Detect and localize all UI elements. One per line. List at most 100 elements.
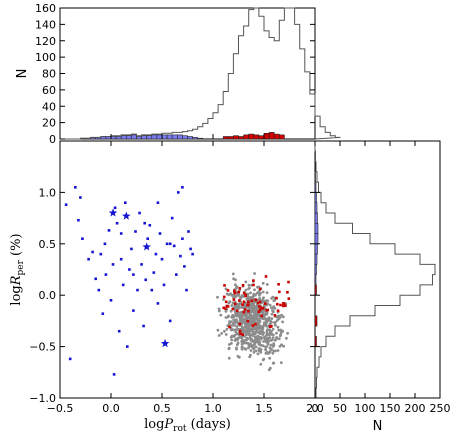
gray-point	[257, 290, 261, 293]
blue-point	[79, 196, 82, 199]
gray-point	[265, 312, 269, 316]
gray-point	[260, 330, 264, 334]
blue-hist-bar	[314, 181, 317, 193]
blue-point	[107, 229, 111, 232]
blue-point	[97, 288, 101, 292]
gray-point	[237, 305, 241, 309]
gray-point	[244, 314, 248, 318]
blue-hist-bar	[141, 135, 148, 140]
red-point	[238, 299, 241, 302]
x-tick-label: 1.5	[255, 402, 273, 415]
blue-point	[177, 191, 180, 194]
gray-point	[224, 333, 228, 336]
gray-point	[263, 312, 266, 316]
red-hist-bar	[233, 135, 239, 140]
right-x-tick-label: 200	[405, 402, 426, 415]
gray-point	[230, 320, 233, 324]
blue-point	[130, 247, 133, 251]
gray-point	[240, 340, 244, 343]
gray-point	[273, 323, 277, 327]
red-point	[246, 319, 250, 323]
star-point	[142, 242, 151, 251]
gray-point	[247, 283, 251, 287]
right-histogram-panel: 0 50 100 150 200 250 N	[312, 140, 451, 434]
gray-point	[277, 317, 281, 321]
gray-point	[271, 336, 275, 339]
red-point	[242, 300, 246, 304]
gray-point	[240, 294, 244, 298]
red-point	[287, 297, 291, 300]
gray-point	[265, 345, 268, 348]
blue-point	[143, 221, 146, 225]
gray-point	[236, 327, 240, 331]
red-point	[238, 322, 242, 326]
gray-point	[230, 338, 234, 342]
blue-point	[132, 309, 135, 312]
blue-hist-bar	[314, 222, 319, 234]
gray-point	[247, 312, 251, 315]
red-point	[238, 329, 242, 333]
red-point	[258, 300, 262, 304]
red-hist-bar	[278, 134, 285, 140]
red-point	[236, 309, 239, 313]
gray-point	[268, 328, 271, 332]
gray-point	[246, 337, 250, 341]
gray-point	[235, 325, 239, 328]
blue-hist-bar	[177, 134, 183, 140]
red-point	[258, 305, 261, 308]
red-point	[268, 325, 272, 328]
blue-point	[160, 257, 164, 261]
gray-point	[225, 327, 229, 331]
gray-point	[262, 340, 265, 343]
gray-point	[269, 332, 273, 336]
blue-hist-bar	[161, 134, 168, 140]
red-hist-bar	[273, 133, 280, 140]
right-x-tick-label: 0	[312, 402, 319, 415]
gray-point	[256, 334, 260, 338]
gray-point	[252, 351, 256, 354]
gray-point	[253, 272, 256, 275]
gray-point	[265, 350, 269, 354]
blue-point	[81, 237, 84, 240]
gray-point	[254, 349, 258, 353]
gray-point	[256, 298, 260, 302]
blue-hist-bar	[314, 264, 317, 275]
gray-point	[253, 320, 257, 324]
gray-point	[225, 292, 229, 296]
red-point	[287, 280, 290, 284]
blue-point	[187, 230, 190, 233]
right-x-tick-label: 150	[380, 402, 401, 415]
x-tick-label: 0.0	[102, 402, 120, 415]
blue-point	[68, 357, 72, 361]
main-plot-frame	[59, 140, 316, 399]
blue-point	[94, 277, 97, 281]
gray-point	[236, 292, 240, 296]
blue-point	[134, 230, 137, 233]
gray-point	[280, 343, 283, 347]
blue-hist-bar	[126, 135, 132, 140]
blue-point	[168, 319, 172, 323]
blue-point	[104, 273, 108, 276]
blue-hist-bar	[314, 202, 318, 214]
gray-point	[252, 294, 256, 298]
blue-point	[148, 224, 152, 227]
red-point	[244, 294, 247, 298]
red-point	[239, 332, 242, 336]
gray-point	[259, 348, 263, 351]
blue-point	[119, 257, 123, 261]
gray-point	[278, 314, 282, 318]
gray-point	[246, 295, 250, 298]
blue-point	[165, 242, 169, 246]
red-point	[278, 290, 281, 294]
gray-point	[276, 325, 280, 329]
blue-point	[119, 232, 123, 235]
blue-point	[170, 216, 174, 220]
right-hist-frame	[314, 140, 441, 399]
blue-hist-bar	[151, 134, 158, 140]
gray-point	[254, 314, 257, 318]
red-hist-bar	[258, 135, 265, 140]
gray-point	[232, 334, 236, 338]
blue-hist-bar	[192, 137, 199, 140]
gray-point	[248, 286, 251, 290]
